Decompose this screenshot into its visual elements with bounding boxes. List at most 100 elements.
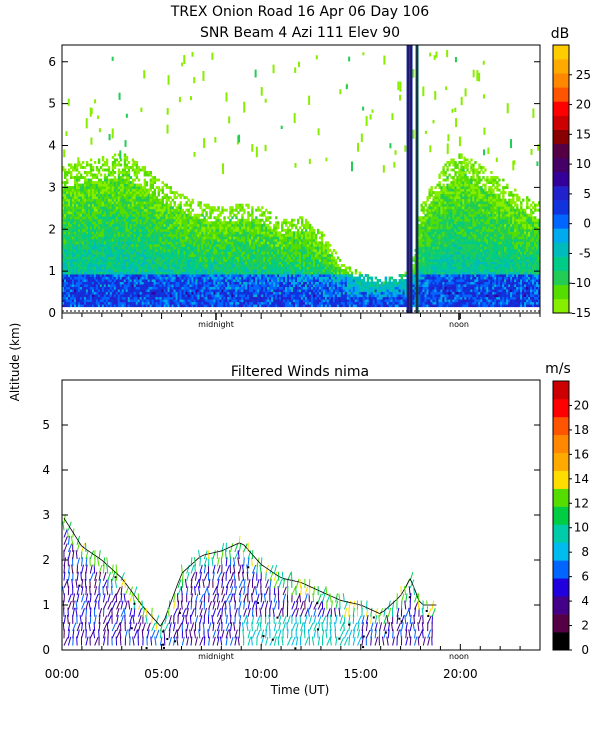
snr-cell <box>73 193 77 197</box>
snr-cell <box>89 168 93 172</box>
snr-cell <box>62 253 65 257</box>
snr-cell <box>157 279 160 282</box>
snr-cell <box>73 211 77 215</box>
snr-cell <box>155 226 158 230</box>
snr-cell <box>131 243 135 247</box>
snr-cell <box>83 284 87 288</box>
snr-cell <box>161 201 164 205</box>
snr-cell <box>235 216 238 220</box>
snr-cell <box>119 241 123 245</box>
snr-cell <box>65 238 69 242</box>
snr-cell <box>67 279 71 282</box>
snr-cell <box>195 238 198 242</box>
snr-cell <box>93 216 97 220</box>
snr-cell <box>93 276 97 280</box>
snr-cell <box>63 183 67 187</box>
snr-cell <box>71 193 75 197</box>
snr-cell <box>109 186 113 190</box>
snr-cell <box>69 201 73 205</box>
snr-cell <box>99 183 103 187</box>
snr-cell <box>63 248 67 252</box>
snr-cell <box>177 211 180 215</box>
snr-cell <box>175 211 178 215</box>
snr-cell <box>113 238 117 242</box>
snr-cell <box>115 258 119 262</box>
snr-cell <box>115 296 119 300</box>
snr-cell <box>269 221 272 225</box>
snr-cell <box>87 201 91 205</box>
snr-cell <box>175 251 178 255</box>
snr-cell <box>163 291 166 295</box>
snr-cell <box>141 261 145 265</box>
snr-cell <box>131 158 135 162</box>
snr-cell <box>153 181 157 185</box>
snr-cell <box>171 248 174 252</box>
snr-cell <box>175 281 178 285</box>
snr-cell <box>71 238 75 242</box>
snr-cell <box>179 296 182 300</box>
snr-cell <box>183 228 186 232</box>
snr-cell <box>81 256 85 260</box>
snr-cell <box>117 279 121 282</box>
snr-cell <box>97 181 101 185</box>
snr-cell <box>127 233 131 237</box>
snr-cell <box>131 168 135 172</box>
snr-cell <box>169 291 172 295</box>
snr-cell <box>123 253 127 257</box>
snr-cell <box>185 276 188 280</box>
snr-cell <box>65 258 69 262</box>
snr-cell <box>247 206 250 210</box>
snr-cell <box>97 279 101 282</box>
snr-cell <box>143 266 147 270</box>
snr-cell <box>163 261 166 265</box>
snr-cell <box>169 266 172 270</box>
snr-cell <box>89 173 93 177</box>
snr-cell <box>143 183 147 187</box>
snr-cell <box>101 286 105 290</box>
snr-cell <box>87 304 91 308</box>
snr-cell <box>163 208 166 212</box>
snr-cell <box>115 191 119 195</box>
snr-cell <box>141 188 145 192</box>
snr-cell <box>147 256 151 260</box>
snr-cell <box>149 233 153 237</box>
snr-cell <box>139 269 143 272</box>
snr-cell <box>189 221 192 225</box>
snr-cell <box>195 289 198 293</box>
snr-cell <box>127 296 131 300</box>
snr-cell <box>141 304 145 308</box>
snr-cell <box>107 178 111 182</box>
snr-cell <box>89 198 93 202</box>
snr-cell <box>181 286 184 290</box>
snr-cell <box>123 289 127 293</box>
snr-cell <box>189 266 192 270</box>
snr-cell <box>183 243 186 247</box>
snr-cell <box>113 176 117 179</box>
snr-cell <box>103 238 107 242</box>
snr-cell <box>187 261 190 265</box>
snr-cell <box>101 201 105 205</box>
snr-cell <box>99 301 103 305</box>
snr-cell <box>83 294 87 298</box>
snr-cell <box>147 208 151 212</box>
snr-cell <box>187 274 190 277</box>
snr-cell <box>177 206 180 210</box>
snr-cell <box>75 196 79 200</box>
snr-cell <box>179 196 182 200</box>
snr-cell <box>95 279 99 282</box>
snr-cell <box>67 274 71 277</box>
snr-cell <box>151 271 155 275</box>
snr-cell <box>89 171 93 174</box>
snr-cell <box>81 160 85 164</box>
snr-cell <box>163 193 166 197</box>
snr-cell <box>139 216 143 220</box>
snr-cell <box>171 256 174 260</box>
snr-cell <box>137 294 141 298</box>
snr-cell <box>171 284 174 288</box>
snr-cell <box>75 203 79 207</box>
snr-cell <box>183 284 186 288</box>
snr-cell <box>157 274 160 277</box>
snr-cell <box>151 299 155 303</box>
snr-cell <box>147 228 151 232</box>
snr-cell <box>79 294 83 298</box>
